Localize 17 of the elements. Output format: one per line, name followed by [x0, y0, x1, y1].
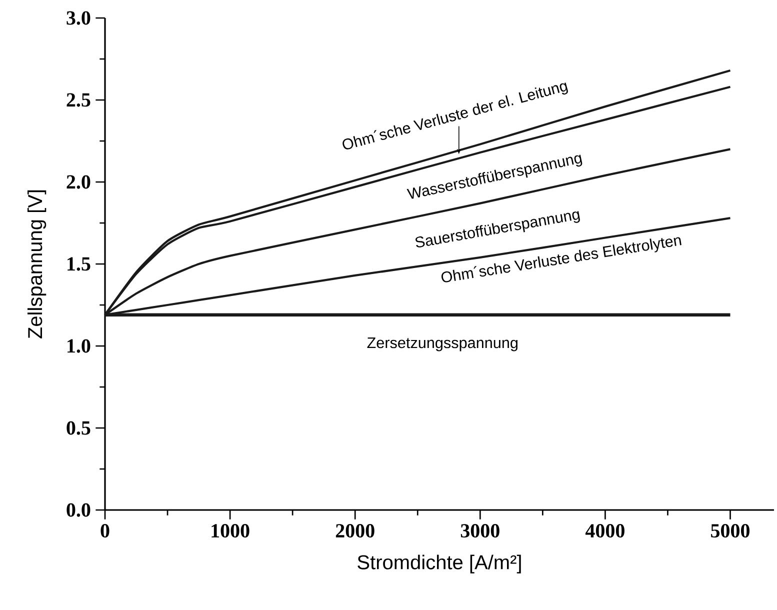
x-tick-label: 4000 — [585, 524, 624, 538]
x-axis-title: Stromdichte [A/m²] — [358, 554, 521, 574]
series-label: Zersetzungsspannung — [367, 338, 518, 352]
x-tick-label: 5000 — [711, 524, 750, 538]
y-tick-label: 0.5 — [66, 421, 90, 435]
x-tick-label: 0 — [100, 524, 110, 538]
text: Ohm´sche Verluste der el. Leitung — [342, 82, 568, 150]
y-tick-label: 3.0 — [66, 11, 90, 25]
y-tick-label: 0.0 — [66, 503, 90, 517]
y-axis-title: Zellspannung [V] — [27, 190, 46, 338]
x-tick-label: 2000 — [336, 524, 374, 538]
y-tick-label: 1.0 — [68, 339, 90, 353]
x-tick-label: 3000 — [460, 524, 500, 538]
y-tick-label: 2.5 — [66, 93, 90, 107]
x-tick-label: 1000 — [212, 524, 250, 538]
y-tick-label: 1.5 — [68, 257, 90, 271]
y-tick-label: 2.0 — [66, 175, 90, 189]
